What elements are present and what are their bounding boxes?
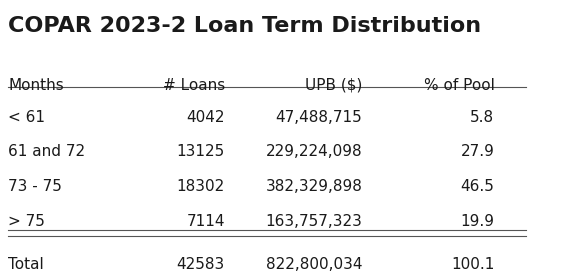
Text: 13125: 13125: [177, 144, 225, 159]
Text: 73 - 75: 73 - 75: [8, 179, 62, 194]
Text: 382,329,898: 382,329,898: [266, 179, 363, 194]
Text: UPB ($): UPB ($): [305, 78, 363, 93]
Text: 47,488,715: 47,488,715: [275, 110, 363, 125]
Text: 19.9: 19.9: [461, 214, 494, 229]
Text: > 75: > 75: [8, 214, 45, 229]
Text: 18302: 18302: [177, 179, 225, 194]
Text: 100.1: 100.1: [451, 257, 494, 271]
Text: 4042: 4042: [186, 110, 225, 125]
Text: 163,757,323: 163,757,323: [266, 214, 363, 229]
Text: Total: Total: [8, 257, 44, 271]
Text: 229,224,098: 229,224,098: [266, 144, 363, 159]
Text: 7114: 7114: [186, 214, 225, 229]
Text: % of Pool: % of Pool: [424, 78, 494, 93]
Text: 5.8: 5.8: [470, 110, 494, 125]
Text: 61 and 72: 61 and 72: [8, 144, 85, 159]
Text: < 61: < 61: [8, 110, 45, 125]
Text: # Loans: # Loans: [162, 78, 225, 93]
Text: 46.5: 46.5: [461, 179, 494, 194]
Text: 27.9: 27.9: [461, 144, 494, 159]
Text: 822,800,034: 822,800,034: [266, 257, 363, 271]
Text: Months: Months: [8, 78, 64, 93]
Text: 42583: 42583: [177, 257, 225, 271]
Text: COPAR 2023-2 Loan Term Distribution: COPAR 2023-2 Loan Term Distribution: [8, 16, 481, 36]
